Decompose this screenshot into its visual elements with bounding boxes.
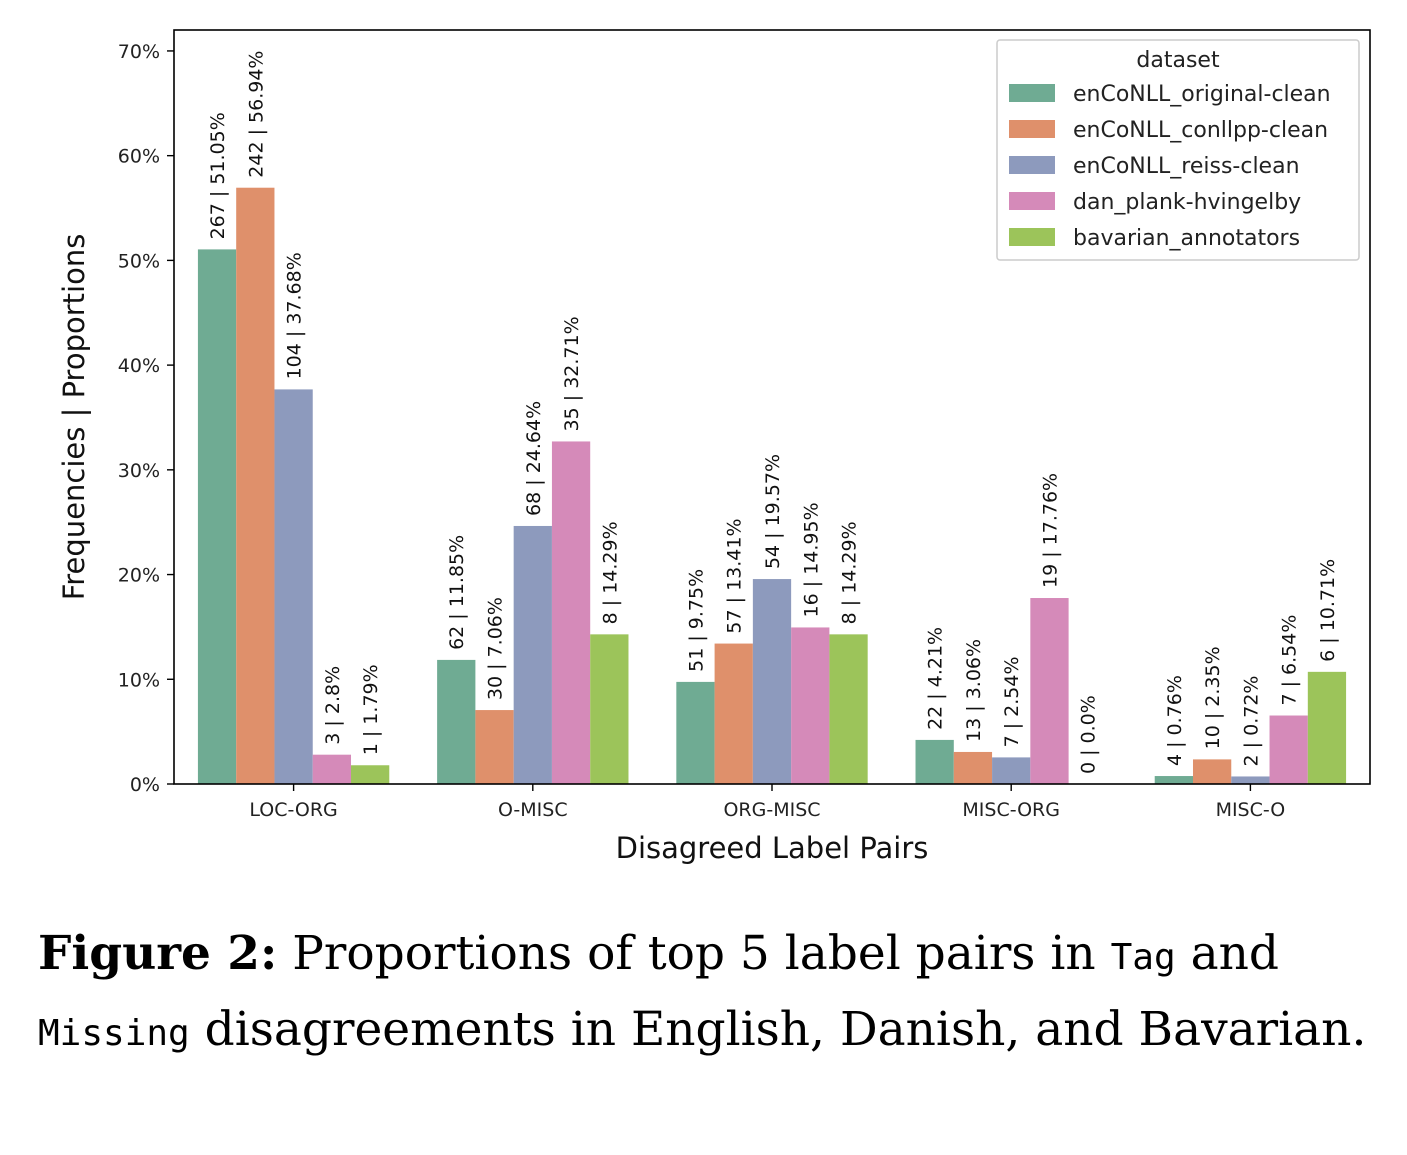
bar <box>551 441 591 784</box>
bar-value-label: 1 | 1.79% <box>360 664 382 755</box>
y-tick-label: 30% <box>118 460 160 482</box>
bar <box>197 249 237 784</box>
bars <box>197 187 1347 784</box>
x-tick-label: O-MISC <box>498 799 568 821</box>
bar-value-label: 54 | 19.57% <box>762 454 784 569</box>
bar <box>714 643 753 784</box>
legend-swatch <box>1009 228 1055 246</box>
plot-frame <box>173 29 1371 785</box>
caption-text-2: and <box>1175 926 1279 981</box>
legend-items: enCoNLL_original-clean enCoNLL_conllpp-cl… <box>1009 82 1331 251</box>
bar-value-label: 8 | 14.29% <box>839 521 861 624</box>
bar <box>312 754 352 784</box>
y-axis: 0% 10% 20% 30% 40% 50% 60% 70% <box>118 41 174 796</box>
legend-swatch <box>1009 120 1055 138</box>
bar-value-label: 6 | 10.71% <box>1317 559 1339 662</box>
bar <box>351 765 390 784</box>
bar <box>236 187 275 784</box>
bar <box>1030 598 1069 784</box>
legend-title: dataset <box>1136 48 1220 73</box>
caption-code-tag: Tag <box>1110 937 1176 978</box>
figure-caption: Figure 2: Proportions of top 5 label pai… <box>38 918 1378 1070</box>
y-axis-title: Frequencies | Proportions <box>57 234 91 601</box>
bar-value-label: 10 | 2.35% <box>1202 646 1224 749</box>
bar-value-label: 68 | 24.64% <box>523 401 545 516</box>
bar-value-label: 13 | 3.06% <box>963 639 985 742</box>
caption-text-3: disagreements in English, Danish, and Ba… <box>189 1002 1367 1057</box>
x-tick-label: LOC-ORG <box>249 799 337 821</box>
legend-box <box>996 39 1360 261</box>
bar-value-label: 51 | 9.75% <box>685 569 707 672</box>
bar-value-label: 7 | 6.54% <box>1279 615 1301 706</box>
bar-value-label: 57 | 13.41% <box>724 518 746 633</box>
y-tick-label: 20% <box>118 565 160 587</box>
legend-label: enCoNLL_conllpp-clean <box>1073 118 1328 143</box>
legend-swatch <box>1009 156 1055 174</box>
bar-value-label: 19 | 17.76% <box>1039 473 1061 588</box>
bar-value-label: 4 | 0.76% <box>1164 675 1186 766</box>
legend: dataset enCoNLL_original-clean enCoNLL_co… <box>996 39 1360 261</box>
bar <box>752 579 792 784</box>
y-tick-label: 0% <box>130 774 160 796</box>
bar-value-label: 0 | 0.0% <box>1078 695 1100 774</box>
bar-value-label: 16 | 14.95% <box>800 502 822 617</box>
y-tick-label: 70% <box>118 41 160 63</box>
legend-label: dan_plank-hvingelby <box>1073 190 1301 215</box>
bar <box>1154 776 1193 784</box>
figure-label: Figure 2: <box>38 926 278 981</box>
legend-swatch <box>1009 84 1055 102</box>
legend-label: enCoNLL_original-clean <box>1073 82 1331 107</box>
caption-code-missing: Missing <box>38 1013 190 1054</box>
bar <box>1231 776 1270 784</box>
bar <box>829 634 868 784</box>
legend-label: bavarian_annotators <box>1073 226 1300 251</box>
bar-value-label: 22 | 4.21% <box>925 627 947 730</box>
bar-value-label: 35 | 32.71% <box>561 316 583 431</box>
bar-value-label: 8 | 14.29% <box>599 521 621 624</box>
bar-labels: 267 | 51.05% 242 | 56.94% 104 | 37.68% 3 | … <box>207 51 1339 774</box>
bar <box>992 757 1031 784</box>
bar-value-label: 267 | 51.05% <box>207 112 229 239</box>
x-axis: LOC-ORG O-MISC ORG-MISC MISC-ORG MISC-O <box>249 784 1285 821</box>
bar <box>475 710 514 784</box>
x-tick-label: MISC-O <box>1216 799 1286 821</box>
bar-value-label: 104 | 37.68% <box>284 252 306 379</box>
y-tick-label: 10% <box>118 669 160 691</box>
bar <box>1307 671 1347 784</box>
bar <box>437 659 476 784</box>
x-axis-title: Disagreed Label Pairs <box>616 831 929 865</box>
bar-chart: 0% 10% 20% 30% 40% 50% 60% 70% 267 | 51.05% 242 … <box>57 29 1371 865</box>
bar <box>915 739 954 784</box>
bar <box>1192 759 1232 784</box>
x-tick-label: MISC-ORG <box>962 799 1060 821</box>
bar <box>513 525 552 784</box>
legend-label: enCoNLL_reiss-clean <box>1073 154 1300 179</box>
y-tick-label: 40% <box>118 355 160 377</box>
bar-value-label: 62 | 11.85% <box>446 535 468 650</box>
bar <box>590 634 629 784</box>
bar <box>953 751 993 784</box>
bar <box>676 681 715 784</box>
bar <box>791 627 830 784</box>
y-tick-label: 60% <box>118 146 160 168</box>
bar-value-label: 2 | 0.72% <box>1240 676 1262 767</box>
x-tick-label: ORG-MISC <box>723 799 820 821</box>
bar-value-label: 30 | 7.06% <box>485 597 507 700</box>
bar <box>274 389 313 784</box>
bar <box>1269 715 1308 784</box>
bar-value-label: 3 | 2.8% <box>322 666 344 745</box>
bar-value-label: 7 | 2.54% <box>1001 656 1023 747</box>
caption-text-1: Proportions of top 5 label pairs in <box>277 926 1111 981</box>
y-tick-label: 50% <box>118 250 160 272</box>
legend-swatch <box>1009 192 1055 210</box>
bar-value-label: 242 | 56.94% <box>245 51 267 178</box>
